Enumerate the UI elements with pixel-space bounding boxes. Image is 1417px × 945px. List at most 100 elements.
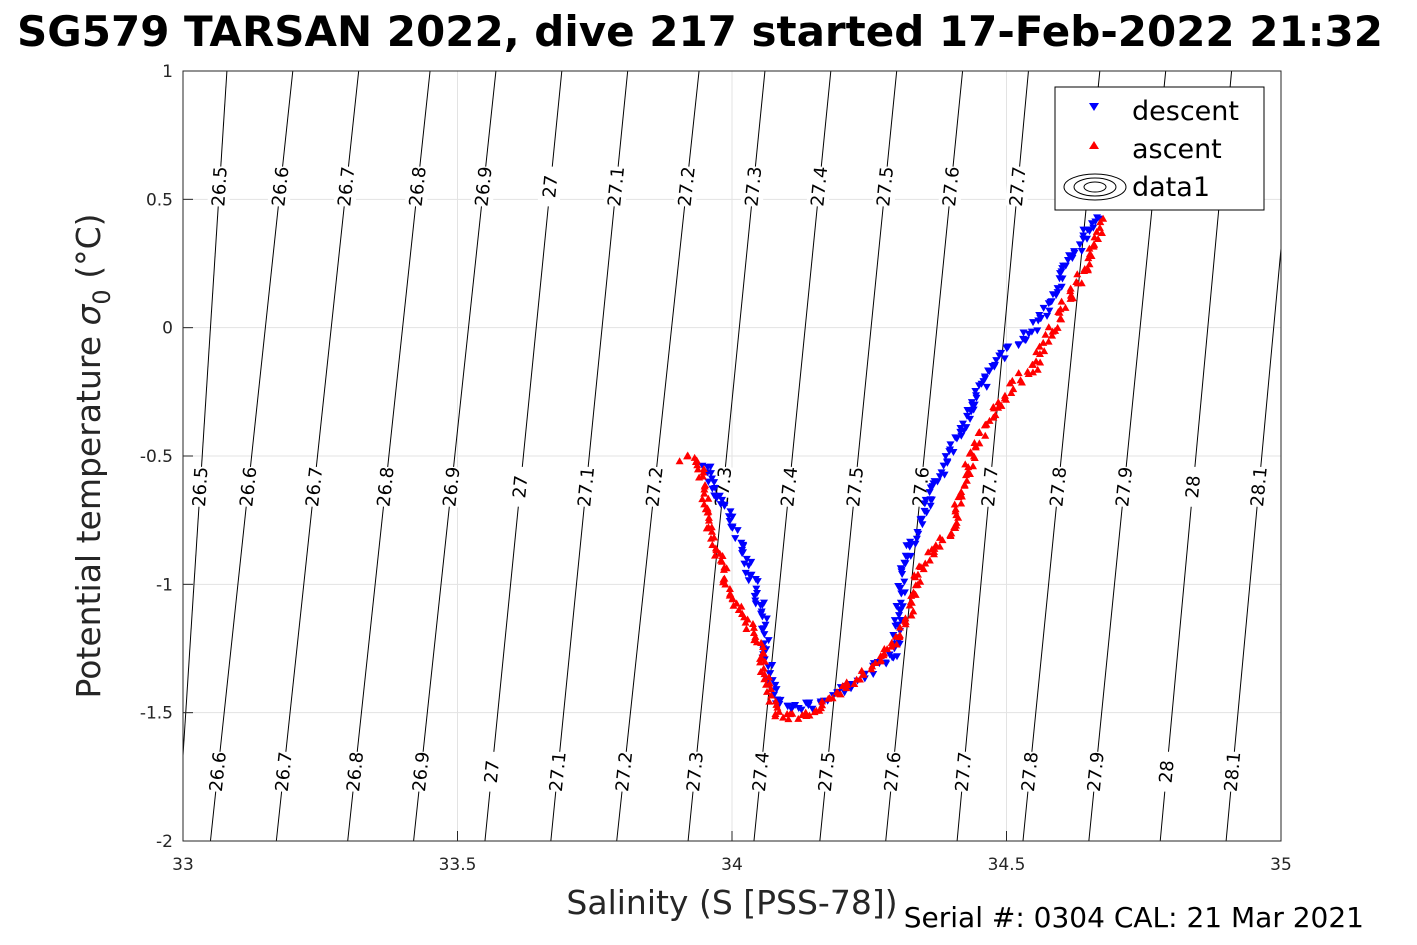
- descent-point: [890, 617, 899, 625]
- ascent-point: [1084, 254, 1093, 262]
- contour-label-bg: [372, 465, 399, 508]
- ascent-point: [1014, 369, 1023, 377]
- descent-point: [1061, 262, 1070, 270]
- descent-point: [925, 489, 934, 497]
- ascent-point: [734, 606, 743, 614]
- descent-point: [720, 502, 729, 510]
- ascent-point: [913, 570, 922, 578]
- ascent-point: [719, 565, 728, 573]
- ascent-point: [1056, 305, 1065, 313]
- ascent-point: [1066, 284, 1075, 292]
- descent-point: [759, 625, 768, 633]
- ascent-point: [1028, 368, 1037, 376]
- ascent-point: [1008, 376, 1017, 384]
- descent-point: [1021, 337, 1030, 345]
- ascent-point: [805, 711, 814, 719]
- data-series: [675, 214, 1108, 723]
- ascent-point: [1072, 278, 1081, 286]
- ascent-point: [925, 556, 934, 564]
- contour-label-26.9: 26.9: [472, 166, 497, 208]
- ascent-point: [760, 670, 769, 678]
- ascent-point: [748, 619, 757, 627]
- ascent-point: [952, 518, 961, 526]
- descent-point: [896, 584, 905, 592]
- descent-point: [740, 560, 749, 568]
- contour-label-27.3: 27.3: [683, 751, 708, 793]
- descent-point: [980, 373, 989, 381]
- descent-point: [971, 388, 980, 396]
- descent-point: [1089, 224, 1098, 232]
- ascent-point: [699, 468, 708, 476]
- contour-label-27.5: 27.5: [873, 166, 898, 208]
- ascent-point: [876, 656, 885, 664]
- descent-point: [762, 615, 771, 623]
- descent-point: [1083, 235, 1092, 243]
- descent-point: [1057, 268, 1066, 276]
- ascent-point: [700, 485, 709, 493]
- ascent-point: [693, 461, 702, 469]
- contour-label-bg: [950, 750, 977, 793]
- descent-point: [894, 638, 903, 646]
- ascent-point: [938, 536, 947, 544]
- density-contour-labels: 26.5 26.5 26.6 26.6 26.6 26.7 26.7 26.7 26.8 26.8…: [187, 165, 1272, 793]
- contour-label-27: 27: [539, 174, 562, 199]
- ascent-point: [771, 712, 780, 720]
- contour-label-26.9: 26.9: [439, 466, 464, 508]
- descent-point: [739, 543, 748, 551]
- ascent-point: [1032, 357, 1041, 365]
- descent-point: [906, 542, 915, 550]
- contour-label-27.7: 27.7: [952, 751, 977, 793]
- contour-label-27.8: 27.8: [1018, 751, 1043, 793]
- descent-point: [1066, 253, 1075, 261]
- ascent-point: [969, 462, 978, 470]
- contour-label-26.8: 26.8: [406, 166, 431, 208]
- ascent-point: [775, 707, 784, 715]
- contour-label-bg: [1082, 750, 1109, 793]
- descent-point: [1063, 256, 1072, 264]
- ascent-point: [1048, 331, 1057, 339]
- descent-point: [1053, 289, 1062, 297]
- ascent-point: [950, 500, 959, 508]
- contour-label-bg: [977, 465, 1003, 508]
- descent-point: [1047, 298, 1056, 306]
- ascent-point: [855, 675, 864, 683]
- descent-point: [808, 705, 817, 713]
- descent-point: [1055, 275, 1064, 283]
- ascent-point: [965, 469, 974, 477]
- ascent-point: [957, 499, 966, 507]
- y-axis-label: Potential temperature σ0 (°C): [69, 214, 116, 699]
- descent-point: [744, 577, 753, 585]
- ascent-point: [981, 431, 990, 439]
- grid-lines: [182, 70, 1282, 842]
- ascent-point: [828, 694, 837, 702]
- y-tick-label: -0.5: [140, 447, 173, 467]
- descent-point: [760, 631, 769, 639]
- ascent-point: [911, 581, 920, 589]
- descent-point: [742, 555, 751, 563]
- descent-point: [772, 686, 781, 694]
- contour-label-26.6: 26.6: [206, 751, 231, 793]
- contour-label-27.7: 27.7: [1006, 166, 1031, 208]
- ascent-point: [907, 611, 916, 619]
- descent-point: [969, 406, 978, 414]
- contour-label-27.8: 27.8: [1046, 466, 1071, 508]
- ascent-point: [991, 411, 1000, 419]
- ascent-point: [718, 557, 727, 565]
- descent-point: [1000, 355, 1009, 363]
- contour-label-bg: [342, 750, 369, 793]
- descent-point: [972, 392, 981, 400]
- ascent-point: [749, 623, 758, 631]
- descent-point: [913, 529, 922, 537]
- x-tick-label: 34.5: [988, 855, 1026, 875]
- ascent-point: [895, 623, 904, 631]
- ascent-point: [675, 457, 684, 465]
- ascent-point: [1057, 297, 1066, 305]
- contour-label-bg: [544, 750, 571, 793]
- descent-point: [771, 681, 780, 689]
- ascent-point: [1073, 270, 1082, 278]
- contour-label-bg: [187, 466, 213, 508]
- contour-label-bg: [611, 750, 638, 793]
- contour-label-27.2: 27.2: [643, 466, 668, 508]
- contour-label-27.1: 27.1: [574, 466, 599, 508]
- ascent-point: [843, 681, 852, 689]
